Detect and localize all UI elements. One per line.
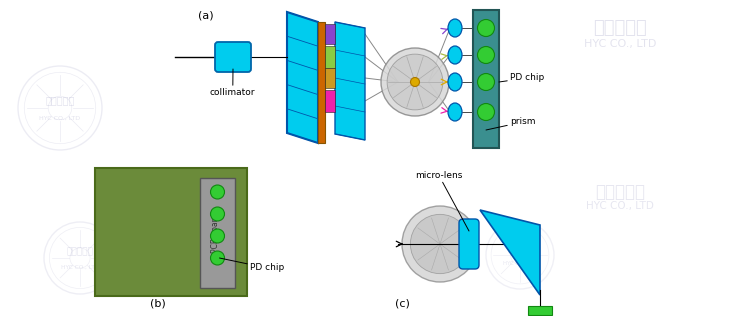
Circle shape (410, 214, 470, 274)
Text: (a): (a) (198, 10, 214, 20)
Circle shape (211, 185, 224, 199)
Text: HYC CO., LTD: HYC CO., LTD (503, 261, 537, 266)
Polygon shape (287, 12, 318, 143)
Bar (528, 306, 552, 315)
FancyBboxPatch shape (459, 219, 479, 269)
Text: collimator: collimator (210, 69, 256, 97)
Bar (95, 168, 247, 296)
Text: HYC CO., LTD: HYC CO., LTD (151, 219, 219, 229)
Polygon shape (480, 210, 540, 295)
Text: micro-lens: micro-lens (415, 171, 469, 231)
Circle shape (478, 46, 494, 64)
Circle shape (410, 77, 419, 87)
Circle shape (381, 48, 449, 116)
Circle shape (478, 20, 494, 37)
Text: HYC CO., LTD: HYC CO., LTD (586, 201, 654, 211)
Circle shape (478, 104, 494, 120)
Bar (325, 46, 335, 68)
Circle shape (402, 206, 478, 282)
Text: (c): (c) (395, 298, 410, 308)
Ellipse shape (448, 19, 462, 37)
Bar (200, 178, 235, 288)
Bar (325, 68, 335, 88)
Bar (473, 10, 499, 148)
Text: 亿源通科技: 亿源通科技 (508, 244, 532, 253)
Circle shape (478, 74, 494, 90)
Text: prism: prism (486, 118, 536, 130)
Text: HYC CO., LTD: HYC CO., LTD (584, 39, 656, 49)
Text: HYC CO., LTD: HYC CO., LTD (61, 264, 99, 270)
Circle shape (211, 207, 224, 221)
Bar (318, 22, 325, 143)
Text: 亿源通科技: 亿源通科技 (160, 201, 210, 219)
Circle shape (211, 251, 224, 265)
Bar (325, 24, 335, 44)
Text: PD chip: PD chip (499, 74, 544, 82)
Text: 亿源通科技: 亿源通科技 (45, 95, 75, 106)
Text: HYC CO., LTD: HYC CO., LTD (40, 116, 80, 121)
Text: PD chip: PD chip (220, 258, 284, 272)
Text: PCB board: PCB board (211, 213, 220, 253)
Ellipse shape (448, 73, 462, 91)
Circle shape (211, 229, 224, 243)
Text: (b): (b) (150, 298, 166, 308)
Bar (325, 90, 335, 112)
FancyBboxPatch shape (215, 42, 251, 72)
Ellipse shape (448, 46, 462, 64)
Text: 亿源通科技: 亿源通科技 (593, 19, 646, 37)
Text: 亿源通科技: 亿源通科技 (67, 247, 94, 256)
Text: 亿源通科技: 亿源通科技 (595, 183, 645, 201)
Polygon shape (335, 22, 365, 140)
Ellipse shape (448, 103, 462, 121)
Circle shape (387, 54, 443, 110)
